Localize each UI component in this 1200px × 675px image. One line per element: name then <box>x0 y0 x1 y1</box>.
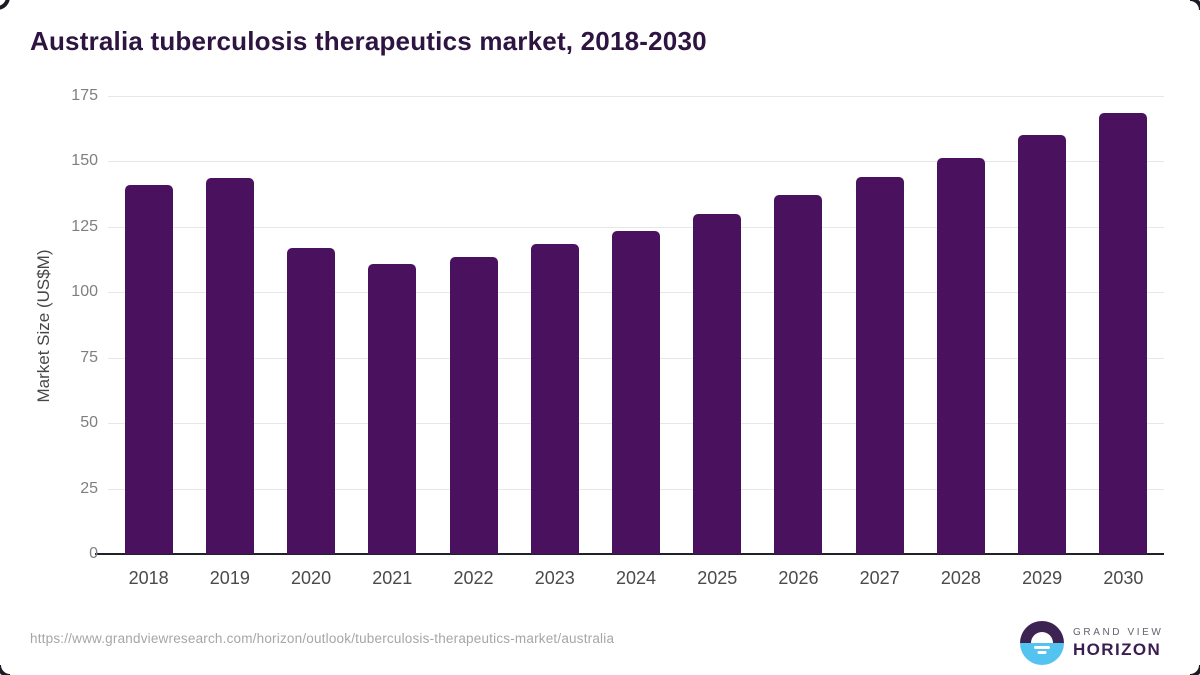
y-tick-label: 175 <box>71 87 98 104</box>
logo-grand-view-label: GRAND VIEW <box>1073 626 1164 638</box>
chart-title: Australia tuberculosis therapeutics mark… <box>30 26 707 56</box>
bar-slot-2022 <box>433 96 514 554</box>
x-tick-label-2023: 2023 <box>534 568 575 588</box>
x-tick-label-2028: 2028 <box>940 568 981 588</box>
rounded-corner-artifact <box>0 665 10 675</box>
x-tick-label-2021: 2021 <box>372 568 413 588</box>
bar-2028 <box>936 157 985 554</box>
bar-slot-2029 <box>1002 96 1083 554</box>
brand-logo-text: GRAND VIEW HORIZON <box>1073 627 1163 660</box>
x-axis-line <box>95 553 1164 555</box>
logo-horizon-label: HORIZON <box>1073 639 1162 659</box>
bar-slot-2027 <box>839 96 920 554</box>
gridline <box>108 161 1164 163</box>
bar-2019 <box>205 178 254 554</box>
bar-2023 <box>530 243 579 554</box>
bar-slot-2023 <box>514 96 595 554</box>
gridline <box>108 226 1164 228</box>
bar-slot-2020 <box>270 96 351 554</box>
x-tick-label-2020: 2020 <box>291 568 332 588</box>
bar-slot-2025 <box>677 96 758 554</box>
x-tick-label-2025: 2025 <box>697 568 738 588</box>
rounded-corner-artifact <box>1190 0 1200 10</box>
bar-2026 <box>774 195 823 554</box>
bar-slot-2018 <box>108 96 189 554</box>
bar-2029 <box>1018 135 1067 554</box>
y-tick-label: 125 <box>71 217 98 235</box>
rounded-corner-artifact <box>1190 665 1200 675</box>
x-tick-label-2026: 2026 <box>778 568 819 588</box>
y-tick-label: 0 <box>89 545 98 562</box>
bar-2022 <box>449 256 498 554</box>
y-tick-label: 150 <box>71 152 98 170</box>
water-reflection-line <box>1037 651 1047 654</box>
bar-slot-2030 <box>1083 96 1164 554</box>
bar-2024 <box>611 230 660 554</box>
brand-logo: GRAND VIEW HORIZON <box>1020 621 1163 665</box>
y-tick-label: 25 <box>80 479 98 497</box>
x-tick-label-2027: 2027 <box>859 568 900 588</box>
y-axis-title: Market Size (US$M) <box>34 249 53 403</box>
y-tick-label: 100 <box>71 283 98 301</box>
x-tick-label-2029: 2029 <box>1022 568 1063 588</box>
bar-slot-2024 <box>595 96 676 554</box>
x-tick-label-2030: 2030 <box>1103 568 1144 588</box>
source-url: https://www.grandviewresearch.com/horizo… <box>30 631 615 646</box>
bar-slot-2021 <box>352 96 433 554</box>
water-reflection-line <box>1034 646 1050 649</box>
bar-slot-2028 <box>920 96 1001 554</box>
bar-slot-2019 <box>189 96 270 554</box>
plot-area: 0 25 50 75 100 125 150 175 2018 2019 2020 2021 2022 2… <box>71 87 1164 588</box>
y-tick-label: 50 <box>80 414 98 432</box>
bar-2030 <box>1099 113 1148 554</box>
sun-icon <box>1031 632 1053 643</box>
bar-2025 <box>693 213 742 554</box>
rounded-corner-artifact <box>0 0 10 10</box>
y-tick-label: 75 <box>80 348 98 366</box>
bar-2021 <box>368 263 417 554</box>
bar-2020 <box>287 247 336 554</box>
horizon-sunset-icon <box>1020 621 1064 665</box>
x-tick-label-2024: 2024 <box>615 568 656 588</box>
gridline <box>108 96 1164 97</box>
x-tick-label-2019: 2019 <box>209 568 250 588</box>
bar-slot-2026 <box>758 96 839 554</box>
x-tick-label-2018: 2018 <box>128 568 169 588</box>
bar-2018 <box>124 184 173 554</box>
bar-2027 <box>855 177 904 554</box>
x-tick-label-2022: 2022 <box>453 568 494 588</box>
